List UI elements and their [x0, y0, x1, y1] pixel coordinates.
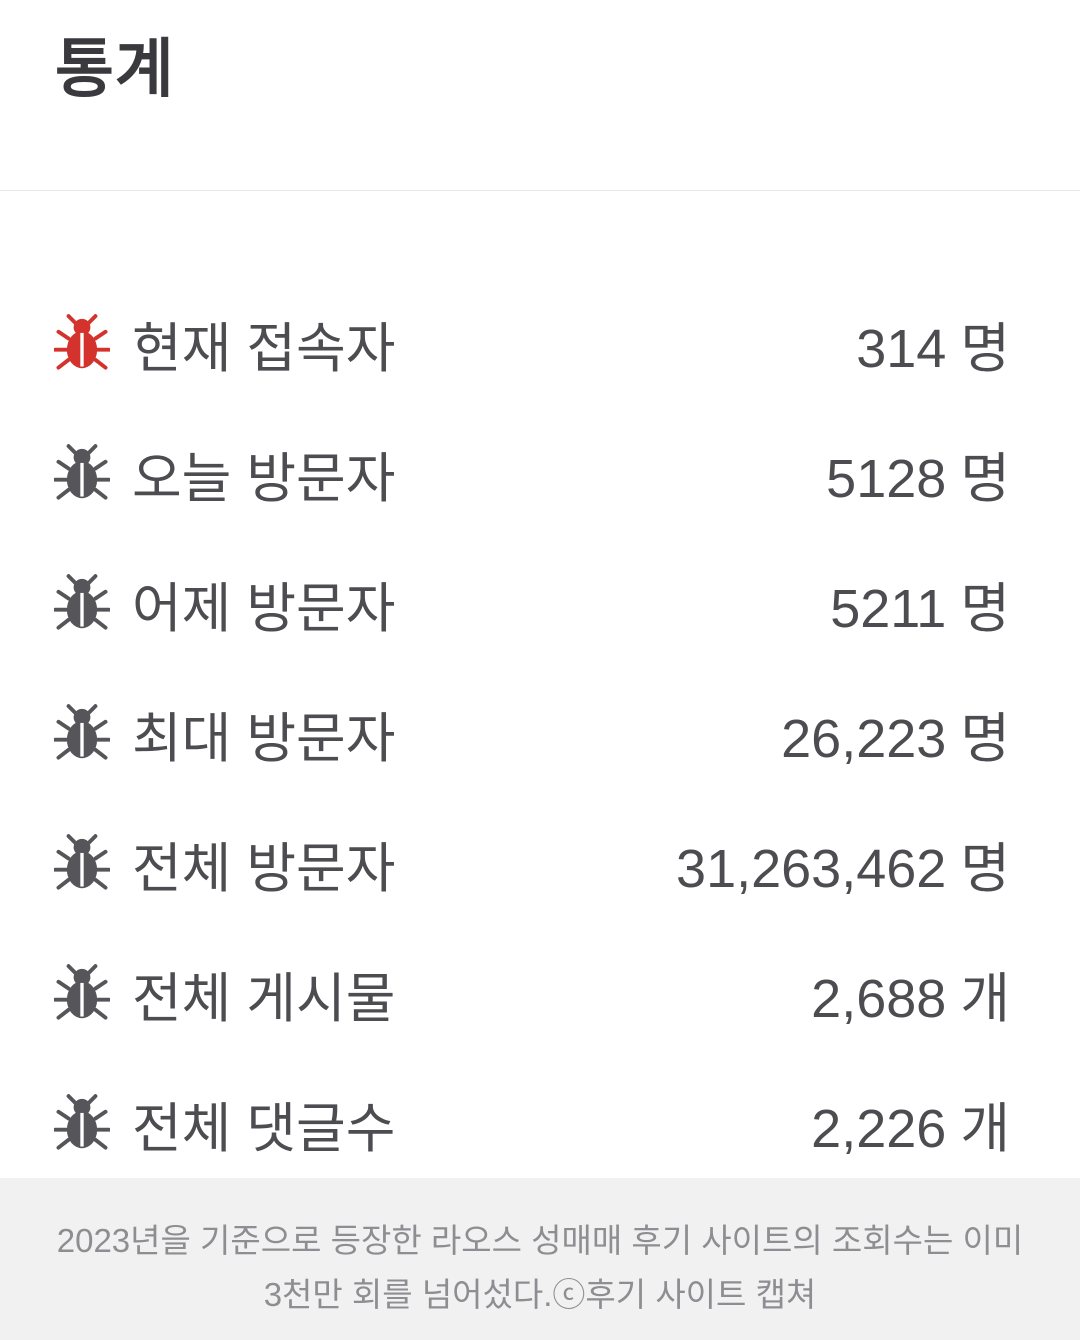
stat-label: 전체 방문자 [132, 838, 396, 899]
divider [0, 190, 1080, 191]
bug-icon [52, 311, 112, 375]
stat-value: 31,263,462 명 [676, 838, 1010, 899]
bug-icon [52, 571, 112, 635]
bug-icon [52, 441, 112, 505]
stat-label: 오늘 방문자 [132, 448, 396, 509]
stat-label: 전체 게시물 [132, 968, 396, 1029]
bug-icon [52, 831, 112, 895]
stat-row-today-visitors: 오늘 방문자 5128 명 [0, 408, 1080, 538]
stat-row-yesterday-visitors: 어제 방문자 5211 명 [0, 538, 1080, 668]
bug-icon [52, 1091, 112, 1155]
stat-value: 26,223 명 [781, 708, 1010, 769]
stat-row-total-visitors: 전체 방문자 31,263,462 명 [0, 798, 1080, 928]
page-title: 통계 [55, 33, 175, 105]
stat-label: 전체 댓글수 [132, 1098, 396, 1159]
stat-row-total-comments: 전체 댓글수 2,226 개 [0, 1058, 1080, 1188]
stat-row-current-visitors: 현재 접속자 314 명 [0, 278, 1080, 408]
stat-row-total-posts: 전체 게시물 2,688 개 [0, 928, 1080, 1058]
stat-value: 5128 명 [826, 448, 1010, 509]
stat-value: 314 명 [856, 318, 1010, 379]
stat-label: 최대 방문자 [132, 708, 396, 769]
stat-value: 5211 명 [830, 578, 1010, 639]
stat-label: 현재 접속자 [132, 318, 396, 379]
stat-value: 2,688 개 [811, 968, 1010, 1029]
photo-caption: 2023년을 기준으로 등장한 라오스 성매매 후기 사이트의 조회수는 이미 … [56, 1222, 1024, 1314]
stat-row-max-visitors: 최대 방문자 26,223 명 [0, 668, 1080, 798]
caption-bar: 2023년을 기준으로 등장한 라오스 성매매 후기 사이트의 조회수는 이미 … [0, 1178, 1080, 1340]
stat-label: 어제 방문자 [132, 578, 396, 639]
stats-list: 현재 접속자 314 명 오늘 방문자 5128 명 [0, 278, 1080, 1188]
stat-value: 2,226 개 [811, 1098, 1010, 1159]
bug-icon [52, 961, 112, 1025]
bug-icon [52, 701, 112, 765]
